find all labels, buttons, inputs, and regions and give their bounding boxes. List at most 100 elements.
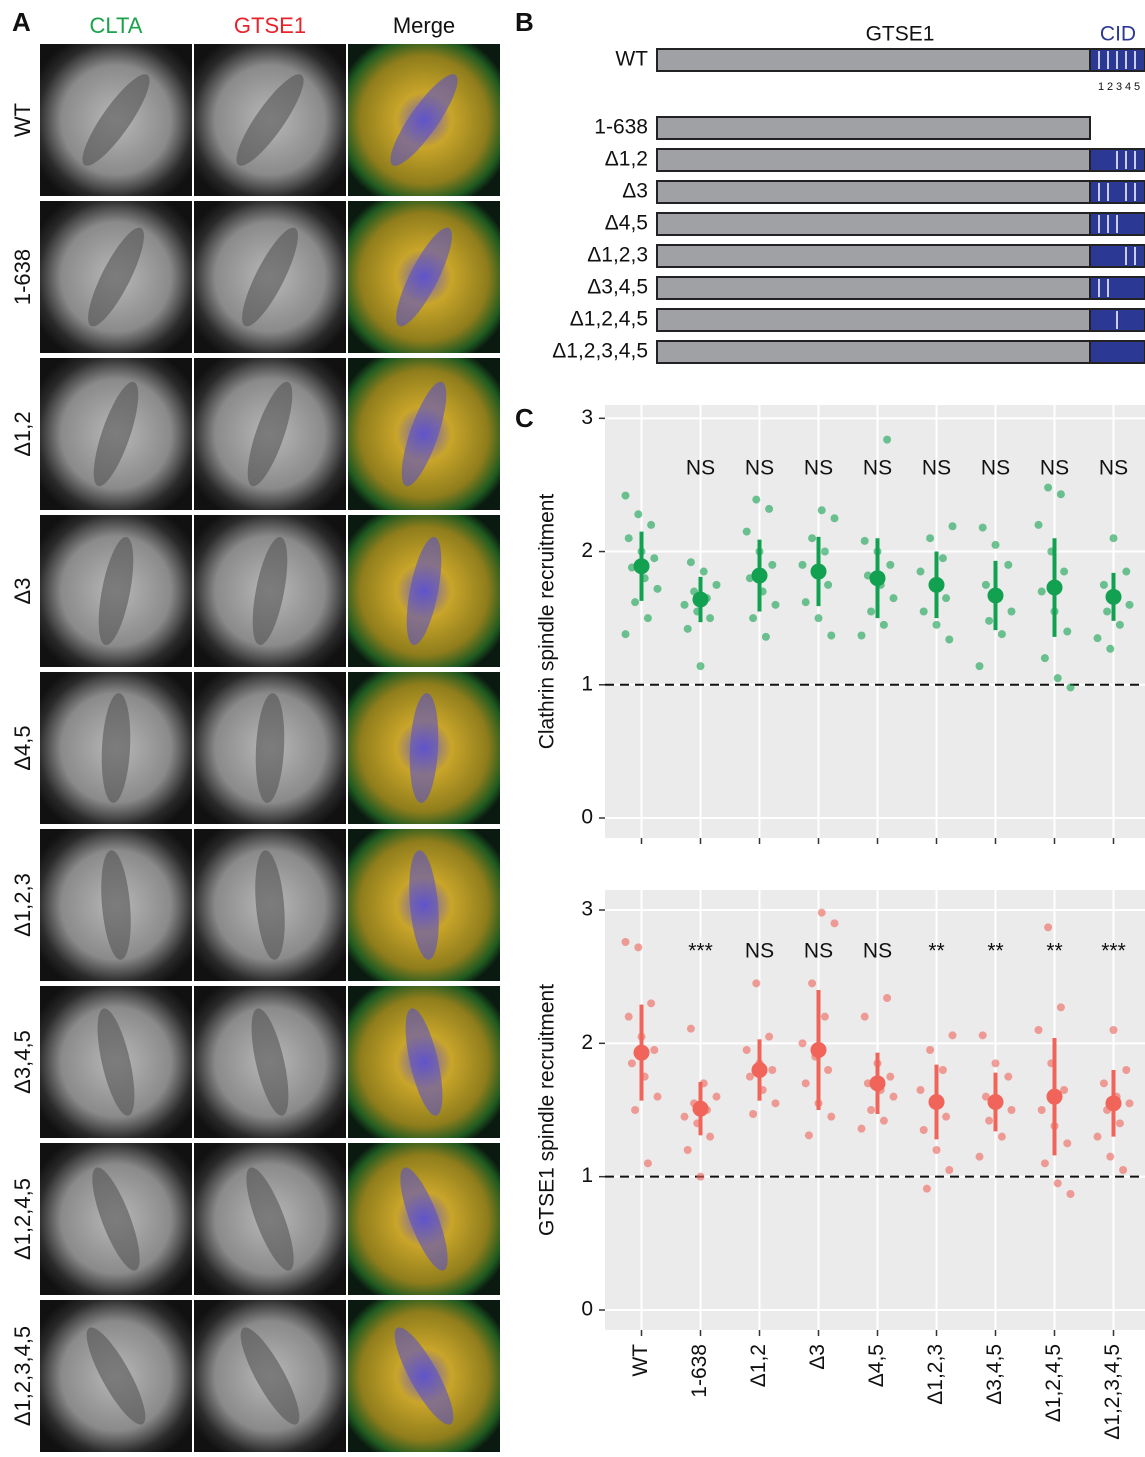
panel-label: C <box>515 403 534 433</box>
significance-label: NS <box>745 457 774 480</box>
figure: A B C CLTA GTSE1 Merge WT 1-638 Δ1,2 Δ3 Δ4,5 Δ1,2,3… <box>0 0 1145 1452</box>
data-point <box>647 999 655 1007</box>
data-point <box>684 625 692 633</box>
protein-bar <box>657 117 1090 139</box>
data-point <box>765 505 773 513</box>
data-point <box>628 1059 636 1067</box>
data-point <box>985 617 993 625</box>
data-point <box>687 1025 695 1033</box>
data-point <box>749 614 757 622</box>
y-axis-label: Clathrin spindle recruitment <box>536 494 559 750</box>
data-point <box>1038 1106 1046 1114</box>
data-point <box>802 1079 810 1087</box>
data-point <box>920 1126 928 1134</box>
data-point <box>772 601 780 609</box>
data-point <box>625 1013 633 1021</box>
data-point <box>949 1031 957 1039</box>
data-point <box>890 1093 898 1101</box>
y-tick-label: 0 <box>581 1298 593 1321</box>
data-point <box>650 1046 658 1054</box>
mean-point <box>870 1075 886 1091</box>
significance-label: NS <box>922 457 951 480</box>
data-point <box>824 1066 832 1074</box>
data-point <box>998 630 1006 638</box>
cid-domain <box>1090 341 1145 363</box>
mean-point <box>1047 1089 1063 1105</box>
panel-label: B <box>515 7 534 37</box>
motif-label: 2 <box>1107 81 1113 93</box>
data-point <box>799 1039 807 1047</box>
data-point <box>1094 1133 1102 1141</box>
y-tick-label: 1 <box>581 1164 593 1187</box>
significance-label: NS <box>1099 457 1128 480</box>
x-tick-label: Δ1,2 <box>747 1344 770 1387</box>
data-point <box>681 1113 689 1121</box>
data-point <box>979 524 987 532</box>
data-point <box>861 537 869 545</box>
mean-point <box>1106 1095 1122 1111</box>
construct-label: Δ4,5 <box>605 212 648 235</box>
data-point <box>1106 1153 1114 1161</box>
protein-bar <box>657 277 1090 299</box>
data-point <box>979 1031 987 1039</box>
significance-label: *** <box>688 940 713 963</box>
x-tick-label: Δ1,2,3,4,5 <box>1101 1344 1124 1440</box>
data-point <box>799 561 807 569</box>
data-point <box>654 585 662 593</box>
significance-label: NS <box>863 940 892 963</box>
data-point <box>1126 601 1134 609</box>
data-point <box>622 938 630 946</box>
data-point <box>949 522 957 530</box>
data-point <box>681 601 689 609</box>
data-point <box>631 598 639 606</box>
protein-name: GTSE1 <box>866 23 935 46</box>
y-tick-label: 2 <box>581 1031 593 1054</box>
construct-label: Δ1,2,3 <box>587 244 648 267</box>
data-point <box>743 1046 751 1054</box>
mean-point <box>752 568 768 584</box>
data-point <box>1100 581 1108 589</box>
data-point <box>985 1117 993 1125</box>
x-tick-label: Δ1,2,4,5 <box>1042 1344 1065 1422</box>
data-point <box>654 1093 662 1101</box>
data-point <box>622 492 630 500</box>
data-point <box>886 561 894 569</box>
data-point <box>749 1110 757 1118</box>
data-point <box>926 1046 934 1054</box>
panel-label: A <box>12 7 31 37</box>
column-header: CLTA <box>90 13 143 38</box>
y-tick-label: 3 <box>581 406 593 429</box>
row-label: WT <box>10 103 35 137</box>
row-label: Δ4,5 <box>10 725 35 770</box>
data-point <box>945 635 953 643</box>
row-label: 1-638 <box>10 249 35 305</box>
column-header: Merge <box>393 13 455 38</box>
data-point <box>1122 568 1130 576</box>
protein-bar <box>657 149 1090 171</box>
data-point <box>942 1113 950 1121</box>
significance-label: NS <box>804 457 833 480</box>
data-point <box>1008 608 1016 616</box>
data-point <box>647 521 655 529</box>
domain-name: CID <box>1100 23 1136 46</box>
data-point <box>697 662 705 670</box>
data-point <box>1094 634 1102 642</box>
significance-label: NS <box>863 457 892 480</box>
construct-label: Δ3 <box>622 180 648 203</box>
data-point <box>1035 1026 1043 1034</box>
data-point <box>650 554 658 562</box>
significance-label: NS <box>686 457 715 480</box>
data-point <box>982 581 990 589</box>
protein-bar <box>657 341 1090 363</box>
data-point <box>644 1159 652 1167</box>
data-point <box>1067 1190 1075 1198</box>
significance-label: ** <box>928 940 944 963</box>
data-point <box>768 1066 776 1074</box>
data-point <box>976 1153 984 1161</box>
data-point <box>1044 484 1052 492</box>
data-point <box>1106 645 1114 653</box>
data-point <box>634 510 642 518</box>
data-point <box>1110 534 1118 542</box>
mean-point <box>634 558 650 574</box>
data-point <box>831 514 839 522</box>
